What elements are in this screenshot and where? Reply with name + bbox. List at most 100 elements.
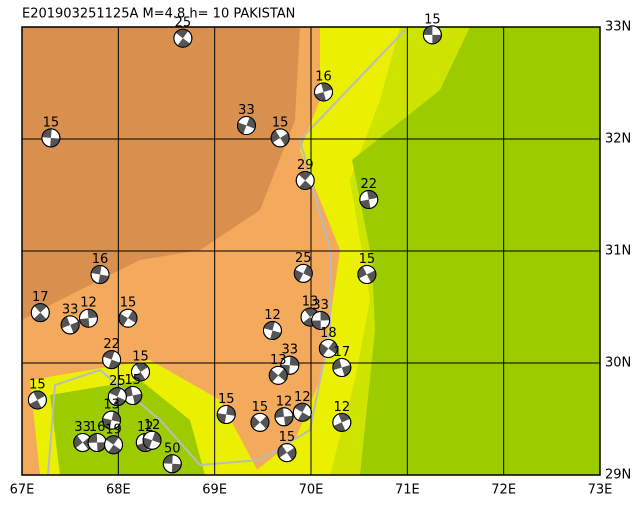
beachball-outline [130, 362, 150, 382]
beachball-quadrants [33, 303, 47, 322]
focal-mechanism [332, 357, 352, 377]
depth-label: 13 [302, 295, 319, 310]
beachball-quadrants [73, 435, 92, 450]
beachball-quadrants [109, 387, 126, 406]
focal-mechanism [130, 362, 150, 382]
depth-label: 13 [103, 398, 120, 413]
focal-mechanism [102, 350, 122, 370]
beachball-quadrants [61, 316, 80, 334]
beachball-outline [318, 338, 338, 358]
beachball-quadrants [332, 358, 351, 377]
beachball-outline [332, 412, 352, 432]
focal-mechanism [295, 170, 315, 190]
beachball-outline [274, 407, 294, 427]
depth-label: 12 [334, 400, 351, 415]
focal-mechanism [357, 265, 377, 285]
depth-label: 12 [144, 418, 161, 433]
beachball-quadrants [359, 190, 378, 209]
beachball-quadrants [423, 25, 442, 44]
depth-label: 15 [132, 349, 149, 364]
depth-label: 33 [312, 298, 329, 313]
beachball-quadrants [79, 309, 98, 328]
depth-label: 15 [424, 12, 441, 27]
depth-label: 15 [29, 377, 46, 392]
focal-mechanism [318, 338, 338, 358]
focal-mechanism [173, 28, 193, 48]
beachball-quadrants [175, 29, 191, 48]
beachball-outline [78, 308, 98, 328]
beachball-outline [27, 390, 47, 410]
depth-label: 15 [218, 392, 235, 407]
beachball-outline [104, 435, 124, 455]
beachball-quadrants [237, 117, 256, 134]
depth-label: 19 [105, 422, 122, 437]
beachball-quadrants [143, 431, 162, 449]
depth-label: 15 [125, 373, 142, 388]
depth-label: 13 [270, 353, 287, 368]
focal-mechanism [359, 189, 379, 209]
beachball-quadrants [217, 405, 236, 424]
depth-label: 15 [272, 115, 289, 130]
focal-mechanism [292, 402, 312, 422]
depth-label: 22 [103, 337, 120, 352]
focal-mechanism [30, 303, 50, 323]
focal-mechanism [78, 308, 98, 328]
beachball-outline [41, 128, 61, 148]
beachball-quadrants [357, 266, 376, 283]
beachball-quadrants [263, 321, 282, 340]
beachball-outline [292, 402, 312, 422]
beachball-quadrants [41, 128, 60, 147]
beachball-quadrants [102, 411, 121, 429]
depth-label: 17 [32, 290, 49, 305]
focal-mechanism [107, 387, 127, 407]
focal-mechanism [268, 365, 288, 385]
y-tick-label: 29N [605, 468, 631, 483]
beachball-quadrants [118, 310, 137, 326]
x-tick-label: 69E [202, 483, 227, 498]
x-tick-label: 70E [299, 483, 324, 498]
focal-mechanism [60, 315, 80, 335]
depth-label: 29 [297, 158, 314, 173]
beachball-outline [332, 357, 352, 377]
depth-label: 12 [264, 308, 281, 323]
focal-mechanism [270, 128, 290, 148]
y-tick-label: 33N [605, 20, 631, 35]
depth-label: 25 [109, 374, 126, 389]
focal-mechanism [293, 263, 313, 283]
x-tick-label: 71E [395, 483, 420, 498]
beachball-outline [162, 454, 182, 474]
beachball-outline [216, 405, 236, 425]
y-tick-label: 32N [605, 132, 631, 147]
focal-mechanism [87, 433, 107, 453]
beachball-quadrants [302, 308, 318, 327]
focal-mechanism [118, 308, 138, 328]
beachball-outline [173, 28, 193, 48]
beachball-outline [118, 308, 138, 328]
beachball-quadrants [163, 454, 182, 473]
focal-mechanism [102, 410, 122, 430]
beachball-outline [262, 321, 282, 341]
beachball-outline [280, 355, 300, 375]
focal-mechanism [274, 407, 294, 427]
depth-label: 17 [334, 345, 351, 360]
beachball-quadrants [269, 368, 288, 383]
beachball-outline [268, 365, 288, 385]
beachball-outline [277, 443, 297, 463]
beachball-quadrants [294, 403, 311, 422]
beachball-outline [422, 25, 442, 45]
focal-mechanism [41, 128, 61, 148]
focal-mechanism [27, 390, 47, 410]
y-tick-label: 31N [605, 244, 631, 259]
beachball-quadrants [314, 82, 333, 101]
depth-label: 25 [175, 16, 192, 31]
beachball-outline [250, 412, 270, 432]
depth-label: 18 [320, 326, 337, 341]
depth-label: 25 [295, 251, 312, 266]
focal-mechanism [236, 116, 256, 136]
focal-mechanism [332, 412, 352, 432]
focal-mechanism [142, 430, 162, 450]
beachball-quadrants [29, 390, 46, 409]
depth-label: 16 [89, 420, 106, 435]
beachball-outline [142, 430, 162, 450]
